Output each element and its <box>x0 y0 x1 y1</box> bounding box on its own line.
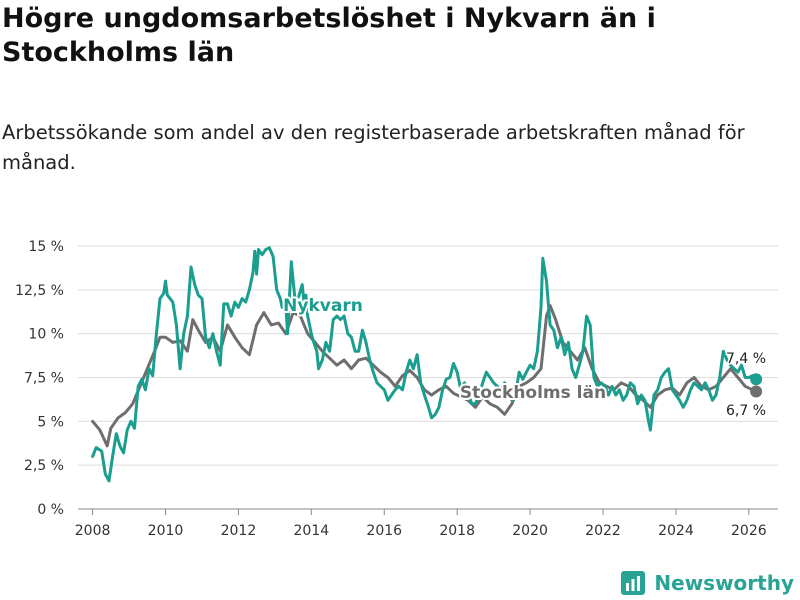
x-tick-label: 2024 <box>658 523 694 539</box>
x-tick-label: 2014 <box>294 523 330 539</box>
series-lines <box>91 246 763 483</box>
x-tick-label: 2022 <box>585 523 621 539</box>
end-value-label-stockholms-lan: 6,7 % <box>726 403 766 419</box>
series-labels: Nykvarn Stockholms län 7,4 % 6,7 % <box>281 294 767 421</box>
grid-lines <box>78 245 778 510</box>
end-value-label-nykvarn: 7,4 % <box>726 351 766 367</box>
series-line-nykvarn <box>91 246 758 483</box>
x-axis-ticks: 2008 2010 2012 2014 2016 2018 2020 2022 2024 2026 <box>75 509 767 539</box>
x-tick-label: 2026 <box>731 523 767 539</box>
x-tick-label: 2020 <box>512 523 548 539</box>
x-tick-label: 2016 <box>366 523 402 539</box>
chart-title: Högre ungdomsarbetslöshet i Nykvarn än i… <box>2 3 656 68</box>
series-line-stockholms-lan <box>91 304 758 448</box>
end-point-nykvarn <box>750 373 763 386</box>
y-tick-label: 15 % <box>28 239 64 255</box>
end-point-stockholms-lan <box>750 385 763 398</box>
newsworthy-logo-text: Newsworthy <box>654 571 794 595</box>
y-tick-label: 0 % <box>37 502 64 518</box>
newsworthy-chart-icon <box>621 571 646 595</box>
y-tick-label: 10 % <box>28 327 64 343</box>
y-tick-label: 12,5 % <box>15 283 64 299</box>
y-tick-label: 5 % <box>37 414 64 430</box>
series-label-nykvarn: Nykvarn <box>283 296 363 316</box>
series-label-stockholms-lan: Stockholms län <box>460 383 606 403</box>
newsworthy-brand: Newsworthy <box>620 570 794 596</box>
chart-subtitle: Arbetssökande som andel av den registerb… <box>2 121 745 174</box>
y-tick-label: 2,5 % <box>24 458 64 474</box>
x-tick-label: 2008 <box>75 523 111 539</box>
y-axis-ticks: 0 % 2,5 % 5 % 7,5 % 10 % 12,5 % 15 % <box>15 239 64 518</box>
y-tick-label: 7,5 % <box>24 371 64 387</box>
x-tick-label: 2012 <box>221 523 257 539</box>
x-tick-label: 2018 <box>439 523 475 539</box>
x-tick-label: 2010 <box>148 523 184 539</box>
